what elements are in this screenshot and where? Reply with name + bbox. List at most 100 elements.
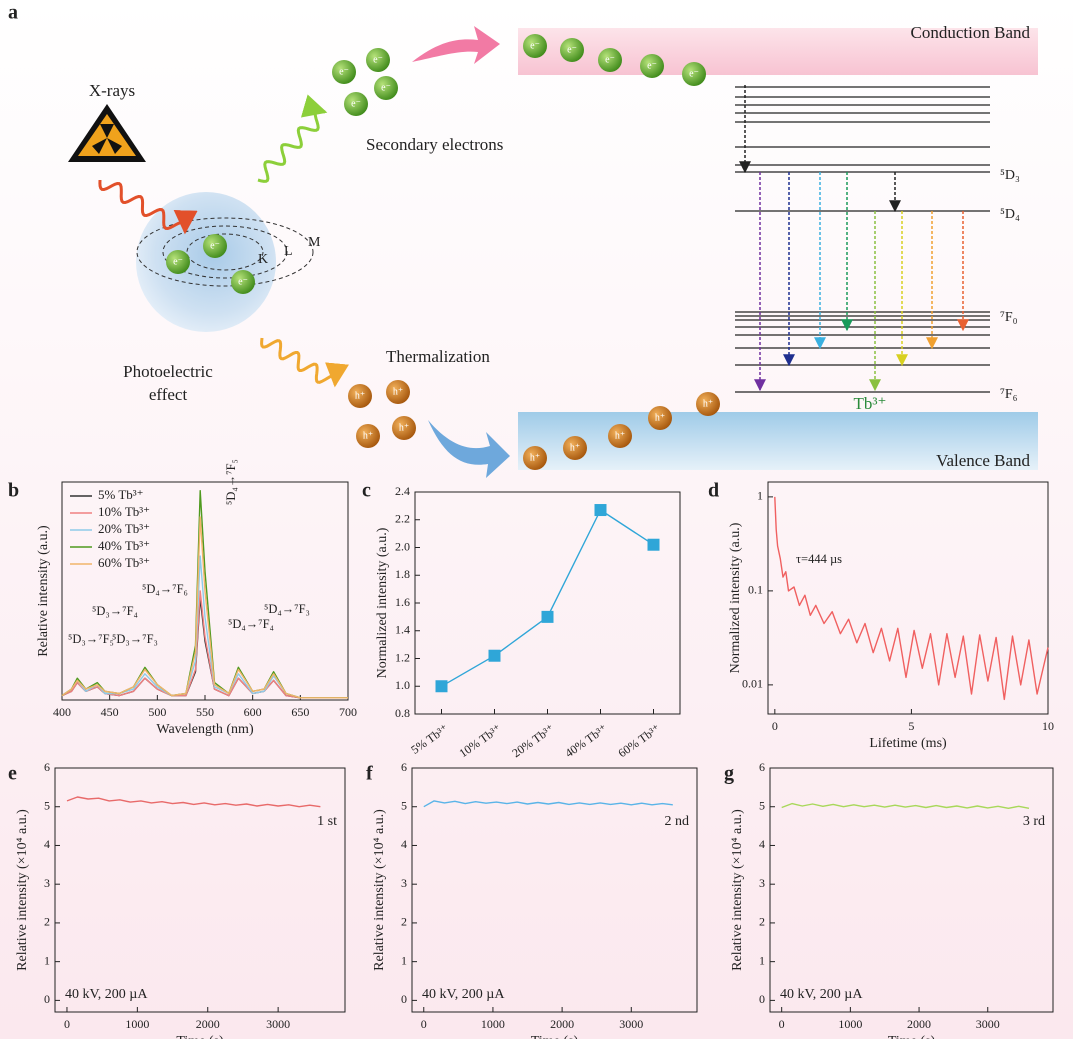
hole (348, 384, 372, 408)
panel-label: c (362, 480, 371, 502)
y-tick-label: 1.4 (395, 623, 410, 637)
x-tick-label: 600 (244, 705, 262, 719)
series-line (423, 800, 673, 808)
legend-label: 60% Tb³⁺ (98, 555, 150, 570)
hole-label: h⁺ (399, 422, 409, 433)
y-tick-label: 4 (44, 837, 50, 851)
level-label: ⁵D₃ (1000, 168, 1020, 183)
hole (648, 406, 672, 430)
series-line (61, 516, 348, 699)
y-tick-label: 1 (757, 489, 763, 503)
valence-band (518, 412, 1038, 470)
electron-label: e⁻ (567, 44, 577, 55)
y-tick-label: 3 (401, 876, 407, 890)
hole (608, 424, 632, 448)
y-tick-label: 0 (44, 992, 50, 1006)
annotation: 40 kV, 200 µA (65, 987, 148, 1002)
x-tick-label: 10 (1042, 719, 1054, 733)
marker (647, 538, 660, 551)
plot-frame (767, 481, 1049, 715)
annotation: ⁵D₃→⁷F₄ (92, 604, 138, 618)
electron (344, 92, 368, 116)
hole-label: h⁺ (655, 412, 665, 423)
hole (386, 380, 410, 404)
electron (523, 34, 547, 58)
y-tick-label: 4 (401, 837, 407, 851)
level-label: ⁵D₄ (1000, 207, 1020, 222)
y-tick-label: 2.4 (395, 484, 410, 498)
y-tick-label: 0 (401, 992, 407, 1006)
y-tick-label: 6 (759, 760, 765, 774)
x-tick-label: 2000 (907, 1017, 931, 1031)
x-tick-label: 550 (196, 705, 214, 719)
y-tick-label: 0.8 (395, 706, 410, 720)
annotation: ⁵D₄→⁷F₄ (228, 617, 274, 631)
plot-frame (411, 767, 698, 1013)
orbit (186, 233, 264, 271)
xray-wave (98, 179, 198, 235)
x-axis-label: Time (s) (176, 1034, 224, 1039)
marker (541, 610, 554, 623)
y-tick-label: 1.0 (395, 678, 410, 692)
x-tick-label: 700 (339, 705, 357, 719)
hole-label: h⁺ (355, 390, 365, 401)
hole-label: h⁺ (570, 442, 580, 453)
panel-label: g (724, 763, 734, 785)
photoelectric-label: effect (149, 385, 188, 404)
electron-label: e⁻ (173, 256, 183, 267)
y-axis-label: Relative intensity (×10⁴ a.u.) (730, 809, 745, 971)
shell-label: M (308, 235, 321, 250)
electron (366, 48, 390, 72)
y-tick-label: 0 (759, 992, 765, 1006)
hole (356, 424, 380, 448)
x-tick-label: 5 (908, 719, 914, 733)
xray-wave (257, 94, 328, 183)
y-tick-label: 1.8 (395, 567, 410, 581)
electron-label: e⁻ (381, 82, 391, 93)
y-tick-label: 2 (759, 915, 765, 929)
y-axis-label: Relative intensity (a.u.) (36, 525, 51, 657)
ion-label: Tb³⁺ (854, 394, 887, 413)
xray-wave (260, 337, 349, 388)
x-tick-label: 650 (291, 705, 309, 719)
y-tick-label: 2.2 (395, 512, 410, 526)
x-tick-label: 2000 (196, 1017, 220, 1031)
annotation: ⁵D₄→⁷F₅ (224, 459, 238, 505)
chart: b 400 450 500 550 600 650 700 Wavelength (nm) Rel… (8, 459, 357, 737)
y-tick-label: 1.2 (395, 650, 410, 664)
y-tick-label: 2.0 (395, 539, 410, 553)
y-axis-label: Relative intensity (×10⁴ a.u.) (15, 809, 30, 971)
shell-label: K (258, 252, 268, 267)
level-label: ⁷F₆ (1000, 387, 1018, 402)
y-tick-label: 0.1 (748, 583, 763, 597)
y-tick-label: 1 (401, 953, 407, 967)
hole (563, 436, 587, 460)
hole-label: h⁺ (530, 452, 540, 463)
panel-label: a (8, 2, 18, 24)
valence-label: Valence Band (936, 451, 1030, 470)
legend-label: 5% Tb³⁺ (98, 487, 144, 502)
y-tick-label: 1.6 (395, 595, 410, 609)
panel-label: d (708, 480, 719, 502)
hole (696, 392, 720, 416)
electron (682, 62, 706, 86)
legend-label: 20% Tb³⁺ (98, 521, 150, 536)
annotation: ⁵D₃→⁷F₃ (112, 632, 158, 646)
y-tick-label: 3 (759, 876, 765, 890)
electron-label: e⁻ (210, 240, 220, 251)
x-tick-label: 0 (772, 719, 778, 733)
marker (488, 649, 501, 662)
electron (231, 270, 255, 294)
secondary-label: Secondary electrons (366, 135, 503, 154)
chart: e 0 1 2 3 4 5 6 0 1000 2000 3000 Time (s) Relative in… (8, 760, 346, 1039)
x-axis-label: Time (s) (888, 1034, 936, 1039)
plot-frame (54, 767, 346, 1013)
xrays-label: X-rays (89, 81, 135, 100)
electron (203, 234, 227, 258)
x-axis-label: Time (s) (531, 1034, 579, 1039)
electron-label: e⁻ (339, 66, 349, 77)
hole-label: h⁺ (615, 430, 625, 441)
annotation: 3 rd (1023, 814, 1045, 829)
arrow (428, 420, 510, 478)
